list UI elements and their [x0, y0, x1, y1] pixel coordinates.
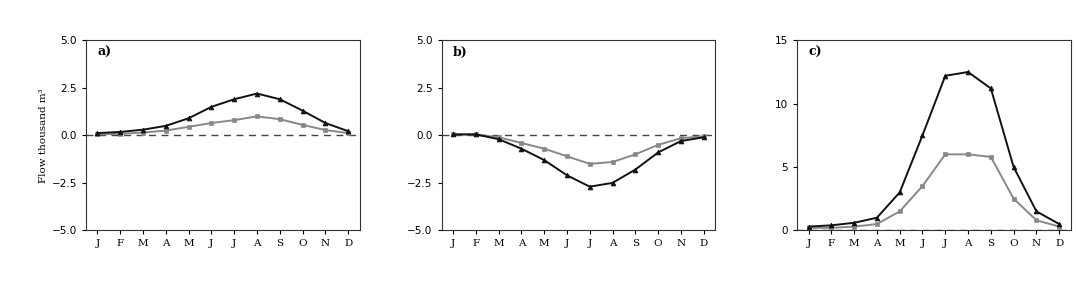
Text: a): a)	[97, 46, 111, 59]
Text: b): b)	[453, 46, 467, 59]
Y-axis label: Flow thousand m³: Flow thousand m³	[39, 88, 47, 183]
Text: c): c)	[808, 46, 822, 59]
